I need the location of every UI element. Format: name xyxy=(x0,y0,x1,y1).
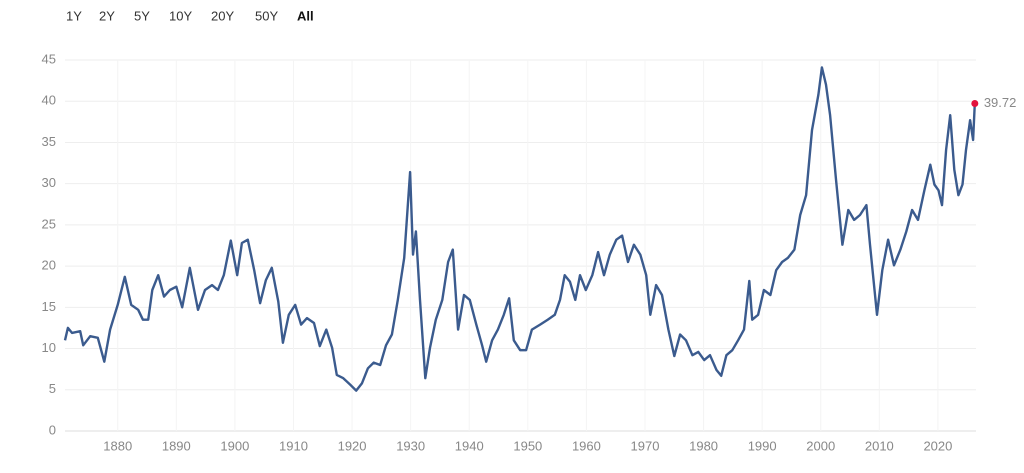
x-tick-label: 1990 xyxy=(748,438,777,453)
y-tick-label: 25 xyxy=(42,216,56,231)
y-tick-label: 5 xyxy=(49,381,56,396)
range-button[interactable]: 2Y xyxy=(99,8,115,23)
x-tick-label: 1940 xyxy=(455,438,484,453)
range-selector: 1Y 2Y 5Y 10Y 20Y 50Y All xyxy=(66,8,314,23)
x-tick-label: 1950 xyxy=(513,438,542,453)
x-tick-label: 2010 xyxy=(865,438,894,453)
range-button[interactable]: 10Y xyxy=(169,8,192,23)
x-tick-label: 1880 xyxy=(103,438,132,453)
y-tick-label: 10 xyxy=(42,340,56,355)
x-tick-label: 1920 xyxy=(338,438,367,453)
last-point-marker xyxy=(971,100,979,108)
x-tick-label: 1930 xyxy=(396,438,425,453)
x-tick-label: 1970 xyxy=(631,438,660,453)
y-tick-label: 40 xyxy=(42,93,56,108)
range-button[interactable]: 5Y xyxy=(134,8,150,23)
last-value-label: 39.72 xyxy=(984,95,1017,110)
y-tick-label: 30 xyxy=(42,175,56,190)
range-button[interactable]: 20Y xyxy=(211,8,234,23)
y-tick-label: 45 xyxy=(42,51,56,66)
x-tick-label: 1980 xyxy=(689,438,718,453)
x-tick-label: 1900 xyxy=(220,438,249,453)
x-tick-label: 2000 xyxy=(806,438,835,453)
range-button[interactable]: 50Y xyxy=(255,8,278,23)
y-tick-label: 0 xyxy=(49,422,56,437)
range-button[interactable]: All xyxy=(297,8,314,23)
series-line xyxy=(63,66,976,392)
x-tick-label: 1890 xyxy=(162,438,191,453)
x-tick-label: 2020 xyxy=(923,438,952,453)
y-tick-label: 20 xyxy=(42,258,56,273)
y-tick-label: 35 xyxy=(42,134,56,149)
x-tick-label: 1910 xyxy=(279,438,308,453)
x-tick-label: 1960 xyxy=(572,438,601,453)
y-tick-label: 15 xyxy=(42,299,56,314)
range-button[interactable]: 1Y xyxy=(66,8,82,23)
